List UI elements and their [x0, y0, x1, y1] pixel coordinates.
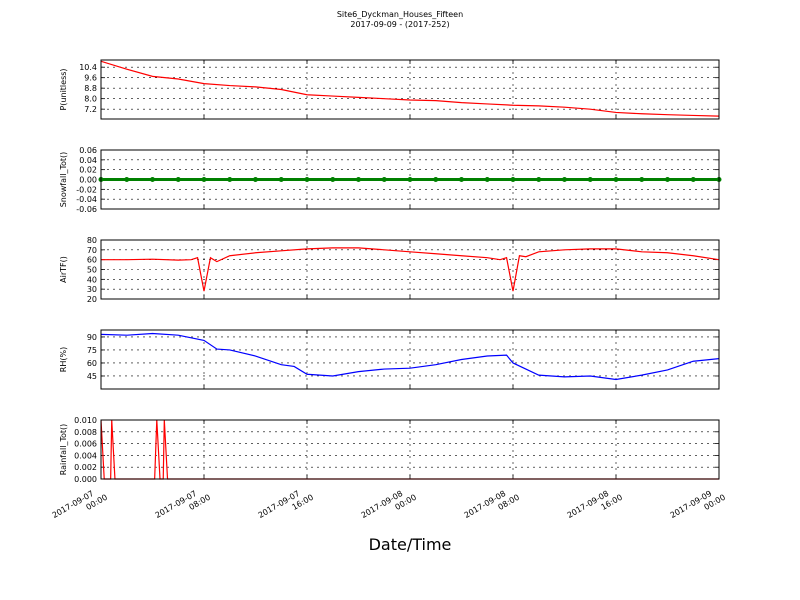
- data-point: [253, 177, 258, 182]
- y-tick-label: 90: [87, 333, 97, 342]
- y-tick-label: 0.006: [74, 440, 97, 449]
- x-axis-label: Date/Time: [369, 535, 452, 554]
- data-point: [639, 177, 645, 182]
- y-tick-label: 75: [87, 346, 97, 355]
- y-tick-label: 60: [87, 256, 97, 265]
- y-tick-label: 30: [87, 285, 97, 294]
- data-line: [101, 60, 719, 117]
- data-point: [613, 177, 619, 182]
- data-point: [175, 177, 181, 182]
- y-tick-label: 0.010: [74, 416, 97, 425]
- y-tick-label: 0.00: [79, 176, 97, 185]
- data-line: [101, 332, 719, 381]
- y-tick-label: 8.8: [84, 84, 97, 93]
- axes-frame: [100, 239, 720, 300]
- y-tick-label: 7.2: [84, 105, 97, 114]
- data-point: [690, 177, 696, 182]
- axes-frame: [100, 149, 720, 210]
- chart-title: Site6_Dyckman_Houses_Fifteen: [337, 10, 463, 19]
- data-point: [124, 177, 130, 182]
- data-point: [562, 177, 567, 182]
- y-tick-label: 0.002: [74, 463, 97, 472]
- data-point: [665, 177, 670, 182]
- data-point: [381, 177, 387, 182]
- data-point: [587, 177, 593, 182]
- y-tick-label: 8.0: [84, 95, 97, 104]
- data-point: [484, 177, 490, 182]
- y-tick-label: 0.04: [79, 156, 97, 165]
- data-line: [101, 247, 719, 292]
- y-tick-label: -0.04: [76, 195, 97, 204]
- y-tick-label: 40: [87, 275, 97, 284]
- axes-frame: [100, 329, 720, 390]
- y-tick-label: 0.02: [79, 166, 97, 175]
- data-point: [227, 177, 233, 182]
- y-tick-label: 10.4: [79, 63, 97, 72]
- y-tick-label: 45: [87, 372, 97, 381]
- y-tick-label: 0.008: [74, 428, 97, 437]
- data-point: [407, 177, 413, 182]
- axes-frame: [100, 59, 720, 120]
- data-point: [433, 177, 439, 182]
- data-point: [536, 177, 542, 182]
- data-point: [150, 177, 155, 182]
- y-tick-label: -0.02: [76, 185, 97, 194]
- data-point: [304, 177, 310, 182]
- y-tick-label: 20: [87, 295, 97, 304]
- y-axis-label: Snowfall_Tot(): [59, 152, 68, 208]
- y-tick-label: 60: [87, 359, 97, 368]
- axes-frame: [100, 419, 720, 480]
- data-point: [201, 177, 207, 182]
- y-tick-label: -0.06: [76, 205, 97, 214]
- data-point: [510, 177, 516, 182]
- y-axis-label: Rainfall_Tot(): [59, 424, 68, 476]
- y-axis-label: P(unitless): [59, 68, 68, 110]
- y-tick-label: 80: [87, 236, 97, 245]
- y-tick-label: 70: [87, 246, 97, 255]
- y-tick-label: 0.004: [74, 451, 97, 460]
- y-tick-label: 9.6: [84, 74, 97, 83]
- chart-subtitle: 2017-09-09 - (2017-252): [350, 20, 449, 29]
- data-point: [356, 177, 361, 182]
- y-axis-label: RH(%): [59, 347, 68, 372]
- y-tick-label: 0.06: [79, 146, 97, 155]
- y-tick-label: 0.000: [74, 475, 97, 484]
- data-point: [330, 177, 336, 182]
- data-point: [278, 177, 284, 182]
- data-point: [459, 177, 464, 182]
- y-tick-label: 50: [87, 266, 97, 275]
- y-axis-label: AirTF(): [59, 256, 68, 283]
